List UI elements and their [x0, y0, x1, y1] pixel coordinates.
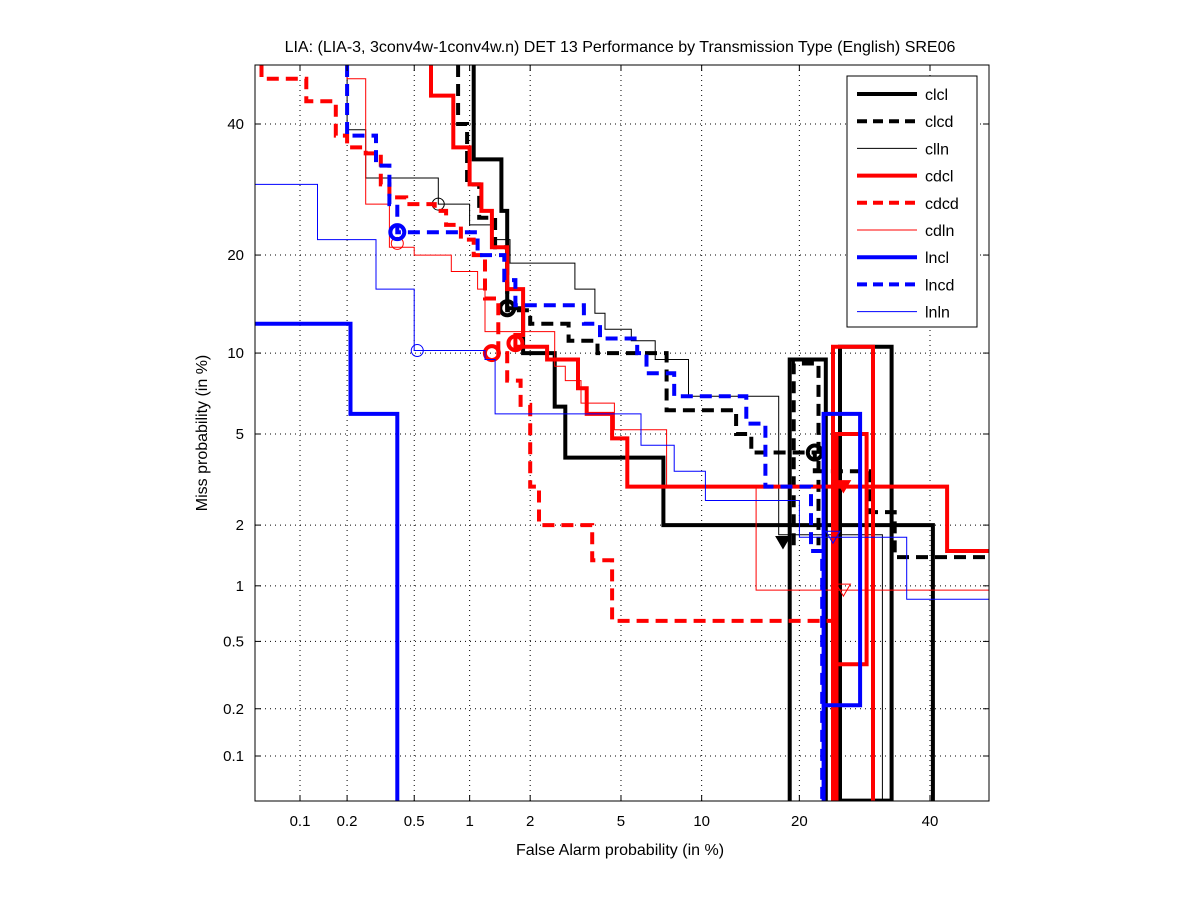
act-dcf-marker-cdcl [835, 480, 852, 494]
legend-label-lnln: lnln [925, 305, 950, 322]
legend-label-clcd: clcd [925, 114, 953, 131]
legend-label-cdcd: cdcd [925, 196, 959, 213]
y-axis-label: Miss probability (in %) [194, 355, 211, 511]
curve-cdcl-segment [831, 344, 875, 801]
x-tick-label: 10 [693, 813, 710, 830]
min-dcf-marker-lnln [410, 344, 424, 358]
y-tick-label: 10 [227, 345, 244, 362]
curve-lncl [255, 321, 400, 801]
curve-cdcl-segment [834, 432, 869, 801]
y-tick-label: 0.2 [223, 701, 244, 718]
y-tick-label: 1 [236, 578, 244, 595]
x-tick-label: 2 [526, 813, 534, 830]
y-tick-label: 0.5 [223, 633, 244, 650]
chart-title: LIA: (LIA-3, 3conv4w-1conv4w.n) DET 13 P… [285, 39, 956, 56]
x-tick-label: 1 [465, 813, 473, 830]
curves-clip [255, 65, 989, 801]
legend-label-lncd: lncd [925, 277, 954, 294]
legend-label-cdcl: cdcl [925, 169, 953, 186]
y-tick-label: 5 [236, 426, 244, 443]
x-axis-label: False Alarm probability (in %) [516, 842, 724, 859]
curve-clcl [471, 65, 935, 801]
min-dcf-marker-lncd [388, 223, 407, 242]
y-tick-label: 0.1 [223, 748, 244, 765]
act-dcf-marker-cdln [835, 583, 852, 598]
curve-cdcd [259, 65, 839, 801]
curve-clln [346, 65, 883, 801]
x-tick-label: 0.5 [404, 813, 425, 830]
curve-clcl-segment [787, 357, 828, 801]
act-dcf-marker-lnln [825, 530, 841, 545]
legend-label-lncl: lncl [925, 250, 949, 267]
curve-lncd [345, 65, 825, 801]
x-tick-label: 40 [922, 813, 939, 830]
y-ticks: 0.1 0.2 0.5 1 2 5 10 20 40 [223, 116, 989, 765]
y-tick-label: 20 [227, 247, 244, 264]
min-dcf-marker-cdcl [506, 334, 525, 353]
x-ticks: 0.1 0.2 0.5 1 2 5 10 20 40 [290, 65, 939, 830]
curve-clcd-segment [791, 361, 821, 546]
x-tick-label: 0.1 [290, 813, 311, 830]
y-tick-label: 40 [227, 116, 244, 133]
x-tick-label: 20 [791, 813, 808, 830]
plot-frame [254, 64, 990, 802]
legend-label-clcl: clcl [925, 87, 948, 104]
act-dcf-marker-clcd [775, 536, 791, 550]
x-tick-label: 0.2 [337, 813, 358, 830]
y-tick-label: 2 [236, 517, 244, 534]
curve-lnln [255, 183, 989, 600]
curves [255, 65, 989, 801]
legend-label-cdln: cdln [925, 223, 954, 240]
legend: clcl clcd clln cdcl cdcd cdln lncl lncd lnln [846, 75, 978, 328]
x-tick-label: 5 [617, 813, 625, 830]
legend-label-clln: clln [925, 141, 949, 158]
